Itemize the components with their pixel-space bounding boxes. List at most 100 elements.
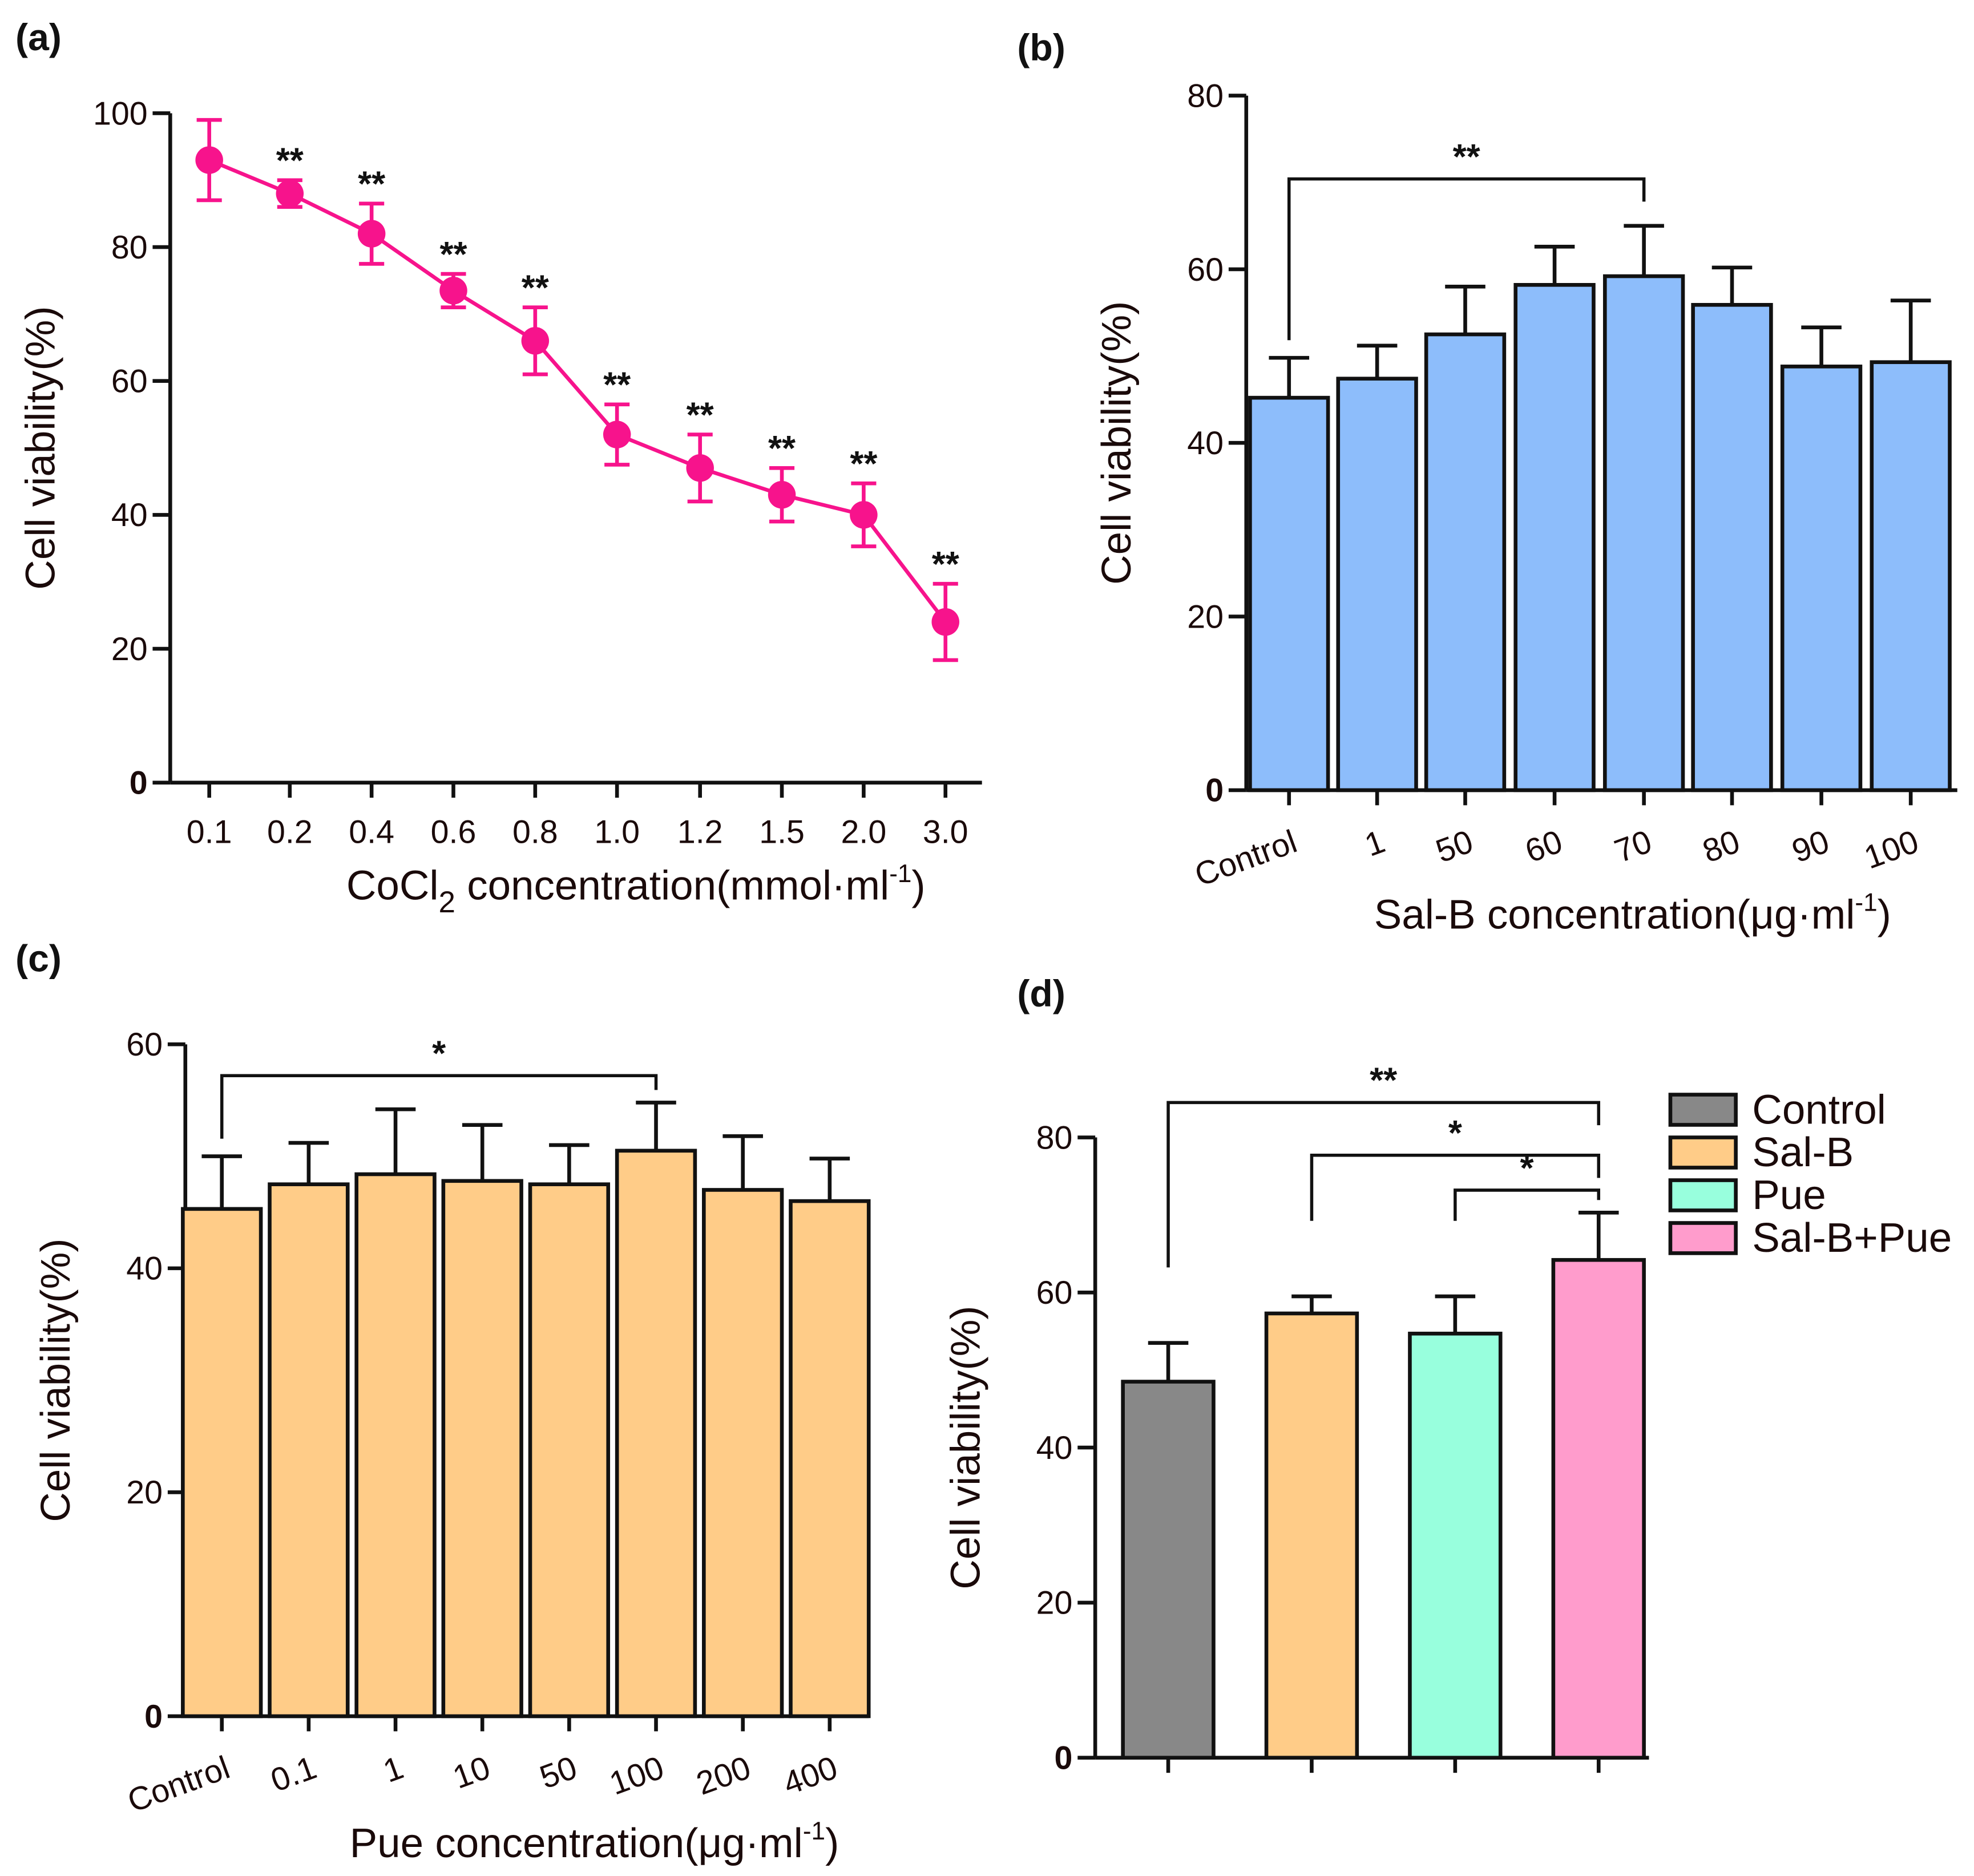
y-tick-label: 80 (1187, 78, 1224, 114)
x-tick-label: 1.2 (677, 814, 723, 851)
x-tick-label: 0.2 (267, 814, 313, 851)
y-tick-label: 60 (126, 1026, 163, 1063)
bar (615, 1149, 697, 1719)
significance-label: * (1520, 1149, 1534, 1188)
x-label-part: ) (825, 1820, 839, 1866)
y-tick-label: 0 (1055, 1740, 1073, 1777)
significance-bracket (1454, 1188, 1600, 1221)
legend-label: Sal-B (1752, 1129, 1854, 1175)
y-tick-label: 80 (1036, 1119, 1073, 1156)
bar (1513, 283, 1596, 793)
data-point (521, 327, 550, 355)
data-point (686, 454, 714, 482)
x-axis-label: CoCl2 concentration(mmol·ml-1) (346, 860, 926, 919)
bar (789, 1199, 871, 1719)
data-point (768, 480, 796, 509)
y-tick-label: 100 (93, 95, 148, 132)
x-label-part: Sal-B concentration(μg·ml (1374, 891, 1855, 937)
x-tick-label: 10 (448, 1749, 495, 1796)
legend-swatch (1668, 1178, 1738, 1212)
x-tick-label: 1 (1360, 823, 1390, 864)
x-tick-label: 80 (1698, 823, 1745, 870)
x-tick-label: 0.1 (187, 814, 232, 851)
y-tick-label: 40 (111, 497, 148, 533)
legend-label: Sal-B+Pue (1752, 1215, 1952, 1261)
significance-label: ** (522, 268, 549, 308)
x-label-part: ) (1878, 891, 1891, 937)
x-tick-label: 3.0 (923, 814, 968, 851)
y-axis-label: Cell viability(%) (942, 1305, 988, 1589)
y-tick-label: 0 (1205, 773, 1224, 809)
significance-bracket (1287, 177, 1646, 341)
bar (1551, 1258, 1646, 1760)
y-axis-label: Cell viability(%) (33, 1238, 79, 1522)
x-tick-label: 70 (1610, 823, 1657, 870)
significance-label: ** (850, 444, 877, 484)
panel-label: (b) (1017, 27, 1065, 69)
series-line (208, 158, 947, 624)
data-point (276, 179, 304, 208)
x-tick-label: Control (123, 1749, 235, 1820)
x-tick-label: 0.1 (266, 1749, 321, 1799)
legend-swatch (1668, 1093, 1738, 1127)
x-tick-label: 50 (535, 1749, 582, 1796)
bar (181, 1207, 263, 1719)
significance-label: ** (768, 429, 796, 468)
bar (1870, 360, 1952, 793)
x-label-part: concentration(mmol·ml (455, 863, 889, 909)
bar (1602, 274, 1685, 793)
x-tick-label: 0.4 (349, 814, 394, 851)
bar (1248, 395, 1330, 793)
y-tick-label: 20 (111, 631, 148, 668)
significance-label: ** (1370, 1061, 1397, 1101)
x-tick-label: 0.8 (512, 814, 558, 851)
bar (354, 1172, 437, 1719)
y-axis-label: Cell viability(%) (17, 306, 63, 589)
y-tick-label: 20 (126, 1474, 163, 1511)
data-point (931, 608, 959, 636)
x-tick-label: Control (1190, 823, 1302, 893)
bar (268, 1182, 350, 1719)
x-tick-label: 2.0 (841, 814, 887, 851)
x-tick-label: 50 (1431, 823, 1478, 870)
panel-label: (c) (15, 937, 62, 980)
significance-label: * (1448, 1114, 1462, 1153)
significance-label: ** (276, 141, 304, 181)
data-point (195, 146, 223, 174)
x-axis-label: Sal-B concentration(μg·ml-1) (1374, 889, 1891, 938)
y-tick-label: 40 (1036, 1430, 1073, 1466)
x-tick-label: 60 (1520, 823, 1567, 870)
data-point (439, 277, 467, 305)
x-tick-label: 1.5 (759, 814, 805, 851)
y-tick-label: 60 (1036, 1275, 1073, 1311)
y-tick-label: 40 (1187, 425, 1224, 462)
bar (1336, 377, 1418, 793)
significance-label: ** (687, 395, 714, 435)
significance-bracket (1166, 1101, 1600, 1268)
bar (1121, 1380, 1216, 1760)
x-tick-label: 200 (692, 1749, 756, 1802)
y-tick-label: 0 (130, 765, 148, 802)
x-label-subscript: 2 (439, 886, 455, 919)
bar (702, 1188, 784, 1719)
panel-1: (a) 0 20 40 60 80 100 Cell viability(%) 0.1 ** 0.2… (15, 17, 982, 919)
bar (1264, 1311, 1359, 1760)
legend-swatch (1668, 1135, 1738, 1170)
significance-bracket (220, 1074, 658, 1139)
x-label-part: Pue concentration(μg·ml (350, 1820, 803, 1866)
significance-label: ** (358, 165, 385, 204)
x-tick-label: 1 (378, 1749, 408, 1790)
panel-label: (a) (15, 17, 62, 59)
bar (1780, 365, 1863, 793)
x-label-superscript: -1 (1855, 889, 1877, 917)
legend-label: Pue (1752, 1172, 1826, 1218)
data-point (603, 421, 631, 448)
x-tick-label: 90 (1787, 823, 1834, 870)
significance-label: ** (1453, 138, 1480, 177)
data-point (850, 501, 878, 529)
x-label-superscript: -1 (803, 1817, 825, 1845)
panel-label: (d) (1017, 973, 1065, 1015)
bar (1424, 332, 1507, 793)
legend-swatch (1668, 1221, 1738, 1255)
